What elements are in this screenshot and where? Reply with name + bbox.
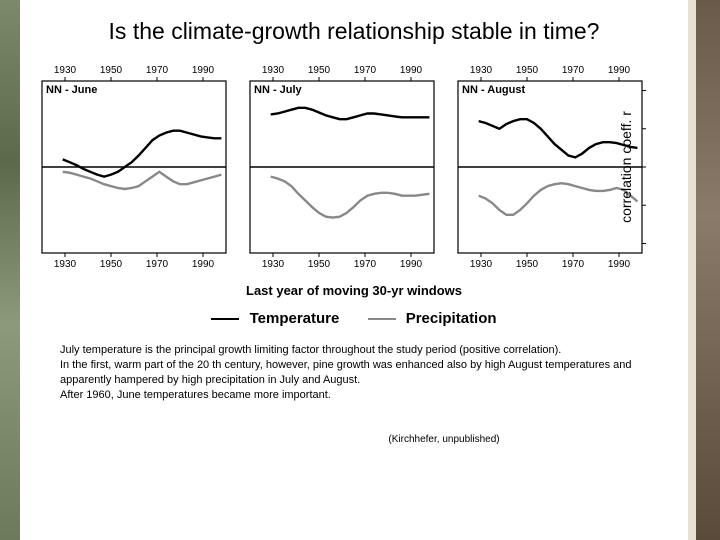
legend-swatch-precipitation bbox=[368, 318, 396, 321]
svg-text:1950: 1950 bbox=[308, 65, 331, 76]
citation: (Kirchhefer, unpublished) bbox=[200, 434, 688, 445]
svg-text:1990: 1990 bbox=[192, 65, 215, 76]
svg-text:1970: 1970 bbox=[146, 65, 169, 76]
slide-content: Is the climate-growth relationship stabl… bbox=[20, 0, 688, 540]
svg-text:NN - August: NN - August bbox=[462, 84, 525, 96]
bg-right-strip2 bbox=[688, 0, 696, 540]
svg-text:1930: 1930 bbox=[54, 259, 77, 270]
description-p3: After 1960, June temperatures became mor… bbox=[60, 388, 648, 403]
x-axis-label: Last year of moving 30-yr windows bbox=[20, 283, 688, 298]
description-text: July temperature is the principal growth… bbox=[60, 343, 648, 402]
legend-label-precipitation: Precipitation bbox=[406, 310, 497, 327]
svg-text:1950: 1950 bbox=[516, 259, 539, 270]
svg-text:1970: 1970 bbox=[562, 65, 585, 76]
y-axis-label: correlation coeff. r bbox=[618, 111, 634, 223]
bg-right-strip bbox=[696, 0, 720, 540]
svg-text:1970: 1970 bbox=[354, 259, 377, 270]
svg-text:1990: 1990 bbox=[192, 259, 215, 270]
svg-text:1970: 1970 bbox=[354, 65, 377, 76]
svg-text:1990: 1990 bbox=[400, 65, 423, 76]
svg-text:1930: 1930 bbox=[262, 259, 285, 270]
svg-text:1990: 1990 bbox=[608, 65, 631, 76]
svg-text:1930: 1930 bbox=[470, 65, 493, 76]
svg-text:1930: 1930 bbox=[262, 65, 285, 76]
legend-label-temperature: Temperature bbox=[250, 310, 340, 327]
description-p2: In the first, warm part of the 20 th cen… bbox=[60, 358, 648, 388]
chart-panel: 1930 1950 1970 1990 1930 1950 1970 1990 NN - Jul… bbox=[244, 59, 452, 275]
svg-text:1950: 1950 bbox=[100, 259, 123, 270]
svg-text:1950: 1950 bbox=[100, 65, 123, 76]
svg-text:NN - July: NN - July bbox=[254, 84, 303, 96]
legend-swatch-temperature bbox=[211, 318, 239, 321]
svg-text:1950: 1950 bbox=[516, 65, 539, 76]
svg-text:1990: 1990 bbox=[400, 259, 423, 270]
svg-text:1930: 1930 bbox=[54, 65, 77, 76]
charts-container: 1930 1950 1970 1990 1930 1950 1970 1990 NN - Jun… bbox=[36, 59, 660, 275]
svg-text:1990: 1990 bbox=[608, 259, 631, 270]
svg-text:NN - June: NN - June bbox=[46, 84, 97, 96]
charts-row: 1930 1950 1970 1990 1930 1950 1970 1990 NN - Jun… bbox=[36, 59, 660, 275]
svg-text:1970: 1970 bbox=[146, 259, 169, 270]
chart-panel: 1930 1950 1970 1990 1930 1950 1970 1990 NN - Jun… bbox=[36, 59, 244, 275]
legend-item-precipitation: Precipitation bbox=[368, 310, 497, 327]
svg-text:1950: 1950 bbox=[308, 259, 331, 270]
page-title: Is the climate-growth relationship stabl… bbox=[20, 0, 688, 59]
bg-left-strip bbox=[0, 0, 20, 540]
description-p1: July temperature is the principal growth… bbox=[60, 343, 648, 358]
legend: Temperature Precipitation bbox=[20, 310, 688, 327]
legend-item-temperature: Temperature bbox=[211, 310, 339, 327]
svg-text:1970: 1970 bbox=[562, 259, 585, 270]
svg-text:1930: 1930 bbox=[470, 259, 493, 270]
